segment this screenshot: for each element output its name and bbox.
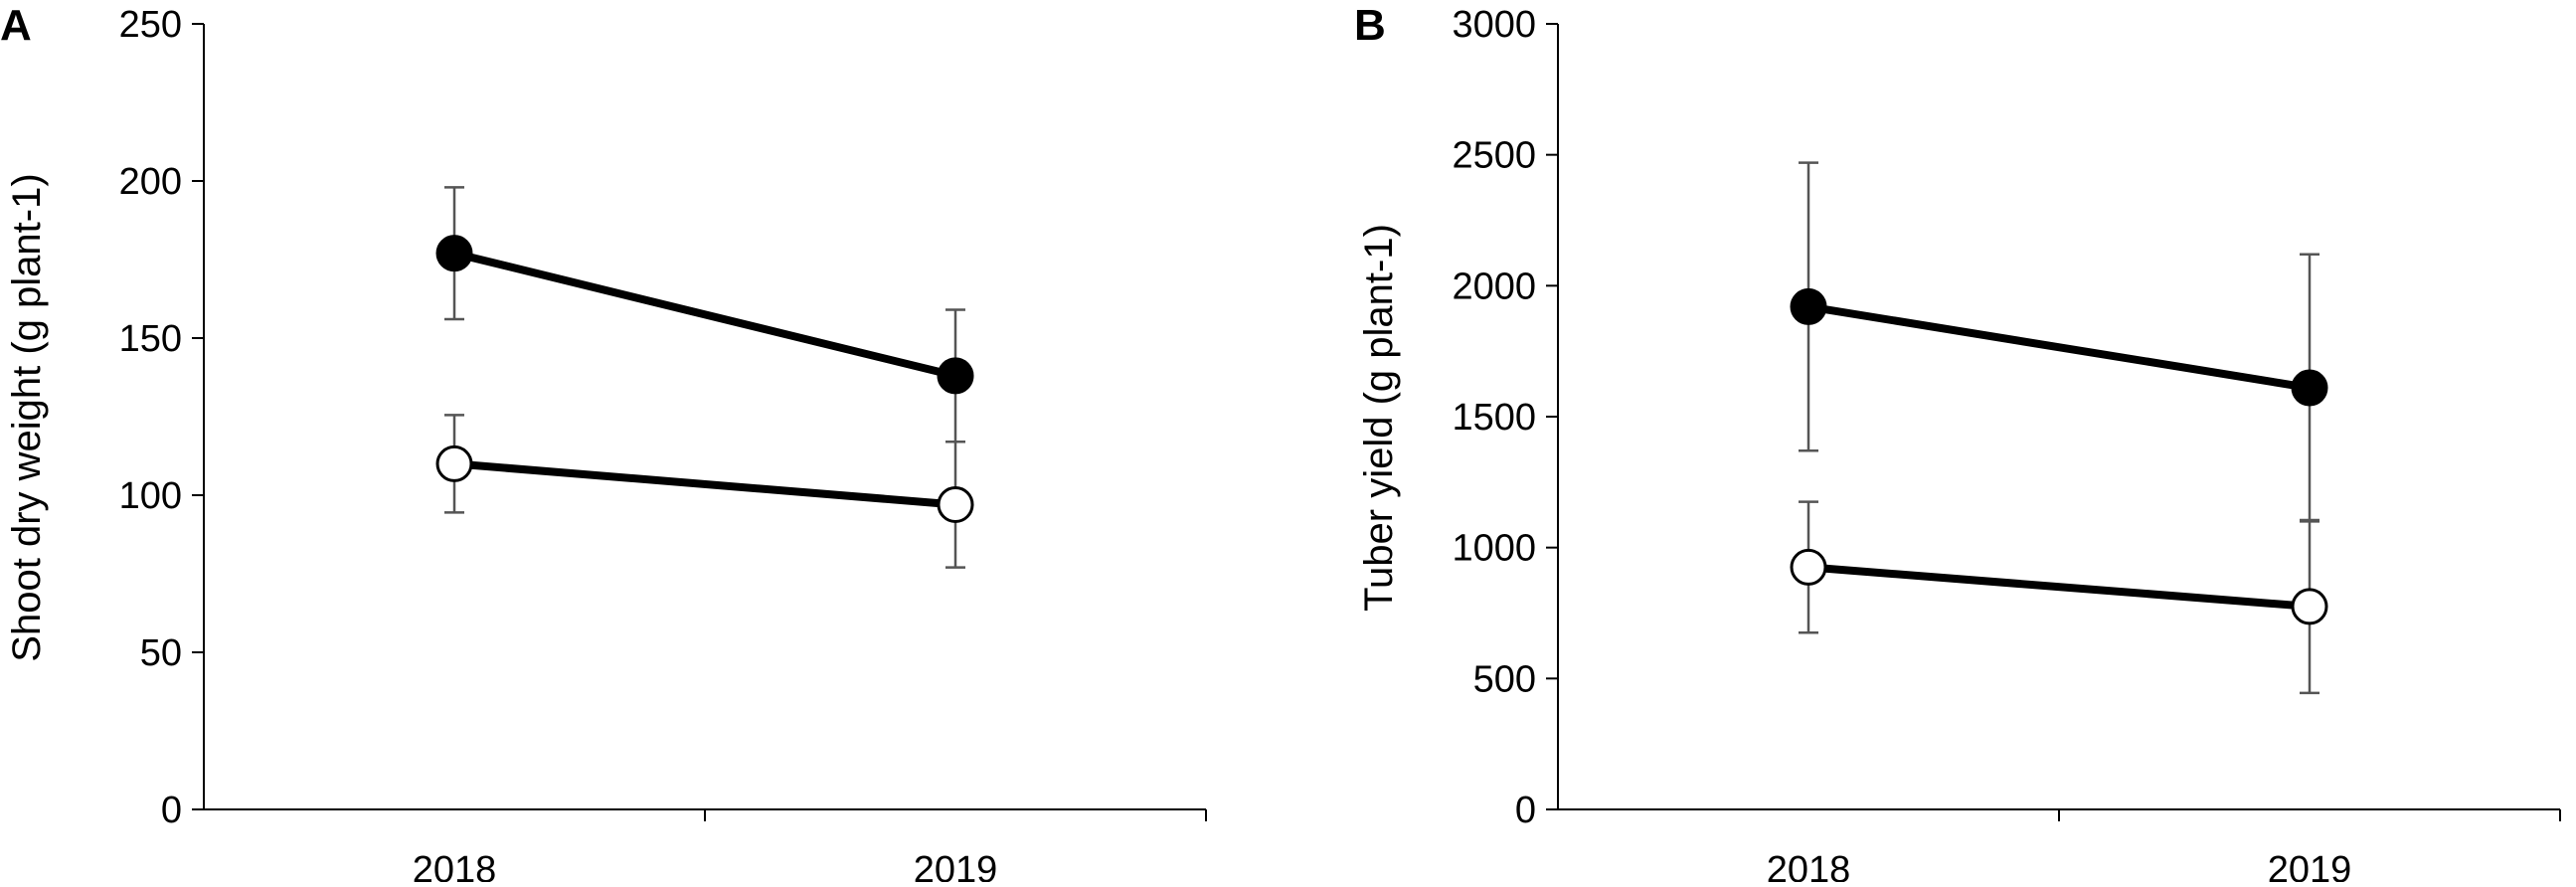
panel-a-point-open-0	[435, 444, 473, 482]
panel-b-point-filled-1	[2291, 369, 2328, 407]
panel-a-x-tick-label: 2019	[914, 849, 998, 882]
panel-a-y-tick-label: 100	[119, 475, 182, 517]
panel-a-y-tick-label: 250	[119, 4, 182, 46]
panel-a-point-filled-0	[435, 235, 473, 272]
panel-a-y-tick-label: 0	[161, 790, 182, 831]
panel-a-point-filled-1	[937, 357, 974, 395]
panel-b-y-axis-title: Tuber yield (g plant-1)	[1357, 224, 1401, 612]
panel-b-y-ticks: 0 500 1000 1500 2000 2500 3000	[1452, 4, 1558, 831]
panel-b-letter: B	[1354, 1, 1386, 50]
panel-a-y-tick-label: 50	[140, 632, 182, 674]
panel-b-point-open-1	[2291, 588, 2328, 625]
panel-b-y-tick-label: 1000	[1452, 528, 1536, 570]
panel-b-series-line-filled	[1807, 302, 2311, 392]
panel-a-x-ticks: 2018 2019	[413, 809, 1207, 887]
panel-b-point-open-0	[1790, 548, 1827, 586]
panel-a-y-axis-title: Shoot dry weight (g plant-1)	[5, 173, 49, 661]
panel-b-plot-area	[1790, 161, 2328, 695]
panel-a-chart: A Shoot dry weight (g plant-1) 0 50 100 150…	[0, 1, 1207, 887]
panel-b-y-tick-label: 3000	[1452, 4, 1536, 46]
panel-a-letter: A	[0, 1, 32, 50]
panel-b-y-tick-label: 2500	[1452, 135, 1536, 177]
panel-a-y-tick-label: 200	[119, 161, 182, 203]
panel-a-y-ticks: 0 50 100 150 200 250	[119, 4, 204, 831]
panel-b-y-tick-label: 500	[1473, 658, 1536, 700]
panel-a-plot-area	[435, 186, 974, 569]
panel-b-x-tick-label: 2018	[1767, 849, 1851, 882]
panel-b-x-ticks: 2018 2019	[1767, 809, 2561, 887]
panel-a-x-tick-label: 2018	[413, 849, 497, 882]
panel-b-y-tick-label: 2000	[1452, 266, 1536, 307]
panel-b-series-line-open	[1807, 563, 2311, 611]
panel-b-y-tick-label: 0	[1515, 790, 1536, 831]
panel-b-y-tick-label: 1500	[1452, 397, 1536, 439]
panel-b-x-tick-label: 2019	[2268, 849, 2352, 882]
panel-a-point-open-1	[937, 485, 974, 523]
panel-b-chart: B Tuber yield (g plant-1) 0 500 1000 1500 20…	[1354, 1, 2561, 887]
panel-b-point-filled-0	[1790, 287, 1827, 325]
panel-a-series-line-open	[453, 459, 956, 509]
panel-a-series-line-filled	[453, 249, 956, 380]
panel-a-y-tick-label: 150	[119, 318, 182, 360]
